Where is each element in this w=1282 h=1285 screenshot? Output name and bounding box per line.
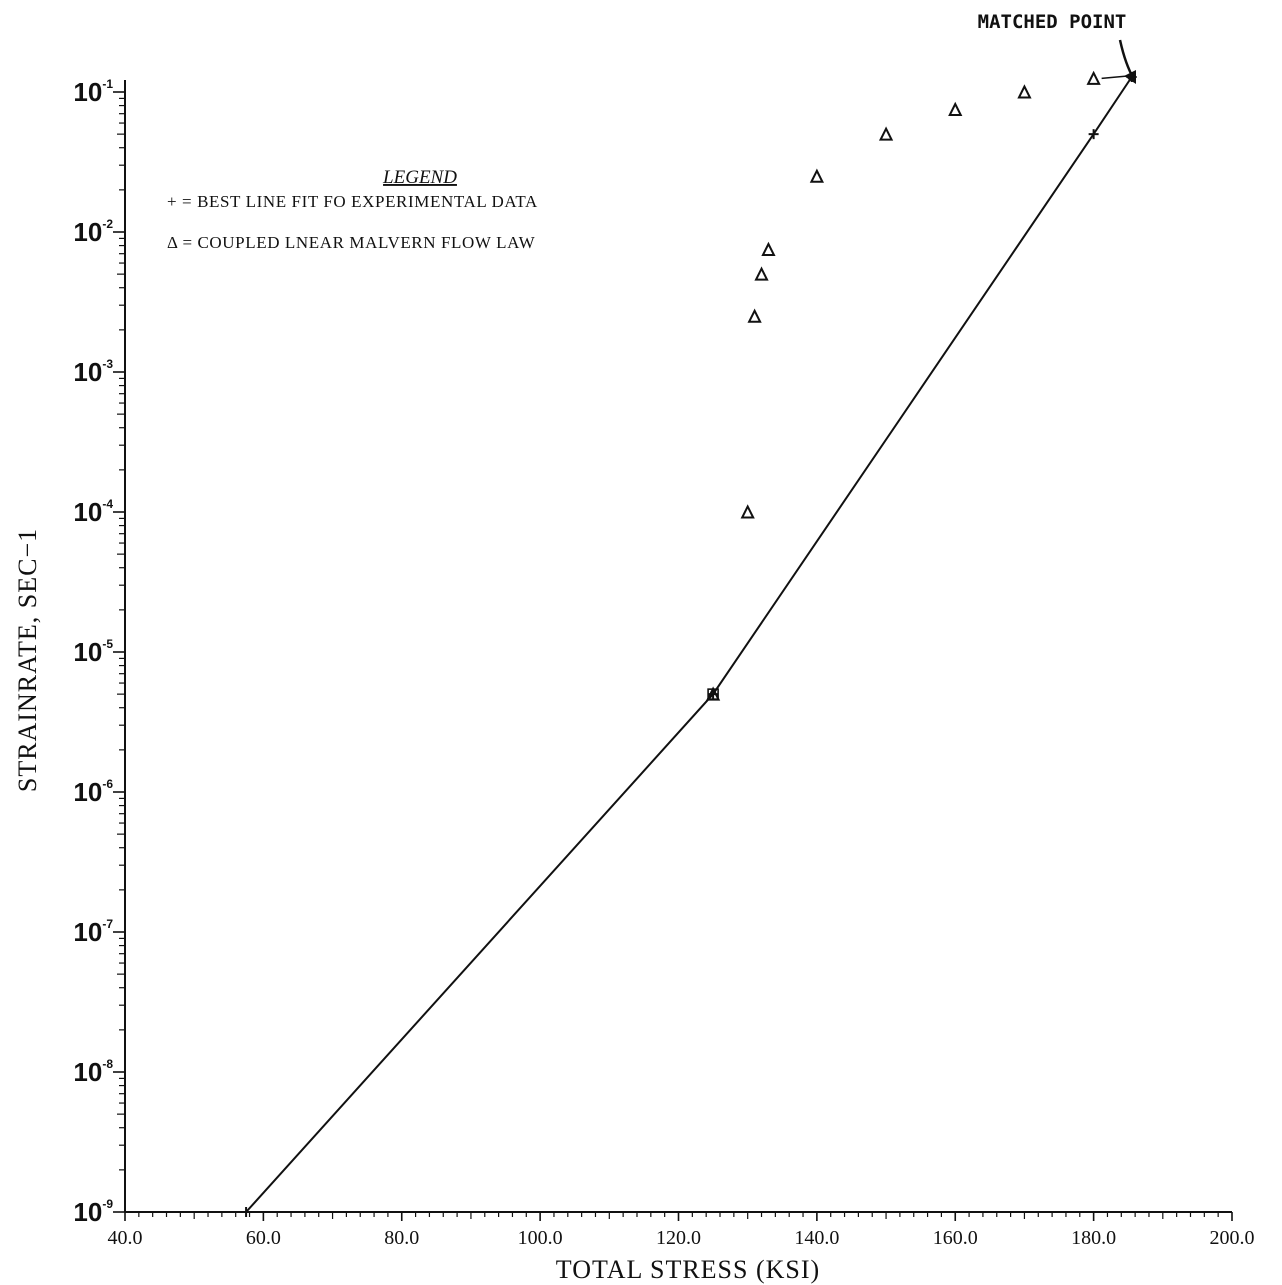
matched-point-leader bbox=[1101, 75, 1128, 80]
best-fit-line bbox=[245, 76, 1133, 1213]
legend: LEGEND + = BEST LINE FIT FO EXPERIMENTAL… bbox=[167, 167, 538, 252]
x-tick-label: 200.0 bbox=[1210, 1227, 1255, 1249]
triangle-point bbox=[754, 266, 769, 281]
y-tick-label: 10-5 bbox=[73, 637, 113, 667]
x-tick-label: 80.0 bbox=[384, 1227, 419, 1249]
triangle-point bbox=[761, 241, 776, 256]
triangle-point bbox=[1086, 70, 1101, 85]
triangle-point bbox=[878, 126, 894, 141]
x-tick-label: 140.0 bbox=[794, 1227, 839, 1249]
triangle-point bbox=[948, 101, 963, 116]
coincident-point-box bbox=[707, 688, 719, 700]
legend-entry-best-fit: + = BEST LINE FIT FO EXPERIMENTAL DATA bbox=[167, 192, 538, 211]
x-tick-label: 60.0 bbox=[246, 1227, 281, 1249]
matched-point-label: MATCHED POINT bbox=[978, 11, 1127, 33]
y-axis-title: STRAINRATE, SEC−1 bbox=[13, 528, 42, 792]
y-tick-label: 10-8 bbox=[73, 1057, 113, 1087]
y-tick-label: 10-9 bbox=[73, 1197, 113, 1227]
matched-point-annotation: MATCHED POINT bbox=[978, 11, 1136, 84]
x-tick-label: 180.0 bbox=[1071, 1227, 1116, 1249]
plus-point bbox=[1088, 129, 1099, 140]
x-tick-label: 160.0 bbox=[933, 1227, 978, 1249]
x-tick-label: 100.0 bbox=[518, 1227, 563, 1249]
series-1 bbox=[705, 70, 1101, 701]
y-tick-label: 10-4 bbox=[73, 497, 113, 527]
legend-title: LEGEND bbox=[382, 167, 457, 188]
triangle-point bbox=[747, 308, 762, 323]
x-tick-label: 120.0 bbox=[656, 1227, 701, 1249]
triangle-point bbox=[740, 504, 755, 519]
plus-point bbox=[241, 1207, 252, 1217]
y-tick-label: 10-3 bbox=[73, 357, 113, 387]
x-axis-ticks: 40.0 60.0 80.0 100.0 120.0 140.0 160.0 180.0 200… bbox=[108, 1212, 1255, 1249]
triangle-point bbox=[809, 168, 824, 183]
y-tick-label: 10-6 bbox=[73, 777, 113, 807]
x-tick-label: 40.0 bbox=[108, 1227, 143, 1249]
legend-entry-malvern: Δ = COUPLED LNEAR MALVERN FLOW LAW bbox=[167, 233, 536, 252]
y-tick-label: 10-1 bbox=[73, 77, 113, 107]
y-axis-ticks: 10-9 10-8 10-7 10-6 10-5 10-4 10-3 10-2 10-1 bbox=[73, 77, 125, 1227]
triangle-point bbox=[1017, 84, 1032, 99]
matched-point-arrowhead bbox=[1124, 70, 1136, 84]
y-tick-label: 10-7 bbox=[73, 917, 113, 947]
y-tick-label: 10-2 bbox=[73, 217, 113, 247]
x-axis-title: TOTAL STRESS (KSI) bbox=[556, 1255, 820, 1284]
